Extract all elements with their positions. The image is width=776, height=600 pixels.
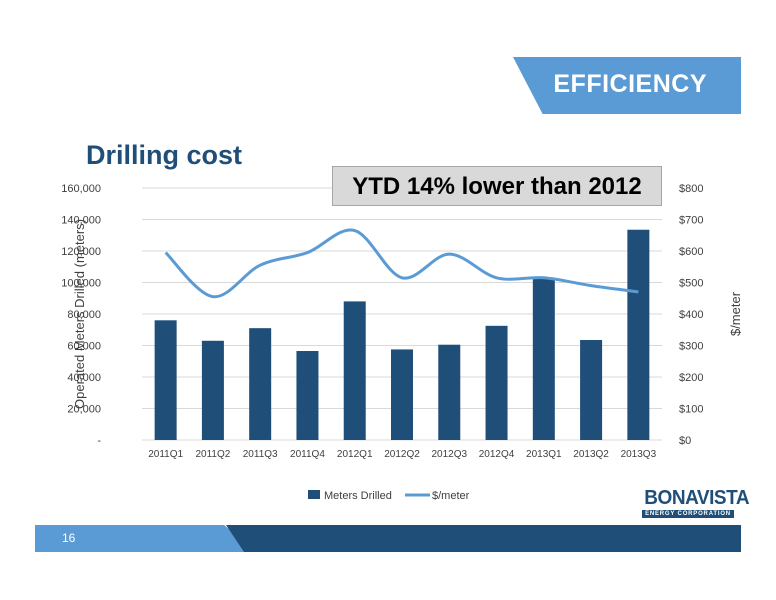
y-axis-title: Operated Meters Drilled (meters) — [72, 219, 87, 409]
y2-tick-label: $0 — [679, 435, 691, 447]
x-tick-label: 2011Q4 — [290, 449, 325, 460]
bar-meters-drilled — [296, 351, 319, 440]
legend-label-meters-drilled: Meters Drilled — [324, 490, 392, 502]
footer-accent-bar — [35, 525, 255, 552]
bar-meters-drilled — [249, 328, 272, 440]
bar-meters-drilled — [627, 229, 650, 440]
y2-tick-label: $400 — [679, 309, 703, 321]
y-tick-label: 80,000 — [67, 309, 101, 321]
line-dollar-per-meter — [164, 228, 639, 299]
y-tick-label: - — [97, 435, 101, 447]
x-tick-label: 2011Q3 — [243, 449, 278, 460]
section-banner-label: EFFICIENCY — [553, 70, 707, 98]
bar-meters-drilled — [154, 320, 177, 440]
bar-meters-drilled — [532, 277, 555, 440]
y-tick-label: 160,000 — [61, 183, 101, 195]
y2-axis-title: $/meter — [728, 291, 743, 336]
section-banner: EFFICIENCY — [513, 57, 741, 114]
bar-meters-drilled — [485, 325, 508, 440]
page-number: 16 — [62, 531, 76, 545]
bar-meters-drilled — [580, 339, 603, 440]
x-tick-label: 2012Q2 — [384, 449, 420, 460]
y-tick-label: 140,000 — [61, 215, 101, 227]
bar-meters-drilled — [343, 301, 366, 440]
y2-tick-label: $600 — [679, 246, 703, 258]
x-tick-label: 2013Q1 — [526, 449, 562, 460]
bar-meters-drilled — [391, 349, 413, 440]
y2-tick-label: $800 — [679, 183, 703, 195]
y-tick-label: 40,000 — [67, 372, 101, 384]
bar-meters-drilled — [201, 340, 224, 440]
ytd-callout: YTD 14% lower than 2012 — [332, 166, 662, 206]
x-tick-label: 2013Q2 — [573, 449, 609, 460]
x-tick-label: 2011Q1 — [148, 449, 183, 460]
page-title: Drilling cost — [86, 140, 243, 170]
x-tick-label: 2012Q1 — [337, 449, 373, 460]
y2-tick-label: $500 — [679, 278, 703, 290]
y2-tick-label: $700 — [679, 215, 703, 227]
y2-tick-label: $300 — [679, 341, 703, 353]
legend-swatch-meters-drilled — [308, 490, 320, 499]
y-tick-label: 20,000 — [67, 404, 101, 416]
logo-wordmark: BONAVISTA — [644, 487, 750, 509]
logo-subtitle: ENERGY CORPORATION — [642, 510, 734, 518]
company-logo: BONAVISTA ENERGY CORPORATION — [642, 487, 750, 518]
y-tick-label: 60,000 — [67, 341, 101, 353]
y2-tick-label: $100 — [679, 404, 703, 416]
legend-label-dollar-per-meter: $/meter — [432, 490, 470, 502]
y-tick-label: 120,000 — [61, 246, 101, 258]
x-tick-label: 2012Q3 — [431, 449, 467, 460]
y2-tick-label: $200 — [679, 372, 703, 384]
footer-dark-bar — [226, 525, 741, 552]
x-tick-label: 2013Q3 — [621, 449, 657, 460]
x-tick-label: 2012Q4 — [479, 449, 515, 460]
y-tick-label: 100,000 — [61, 278, 101, 290]
bar-meters-drilled — [438, 344, 461, 440]
x-tick-label: 2011Q2 — [195, 449, 230, 460]
